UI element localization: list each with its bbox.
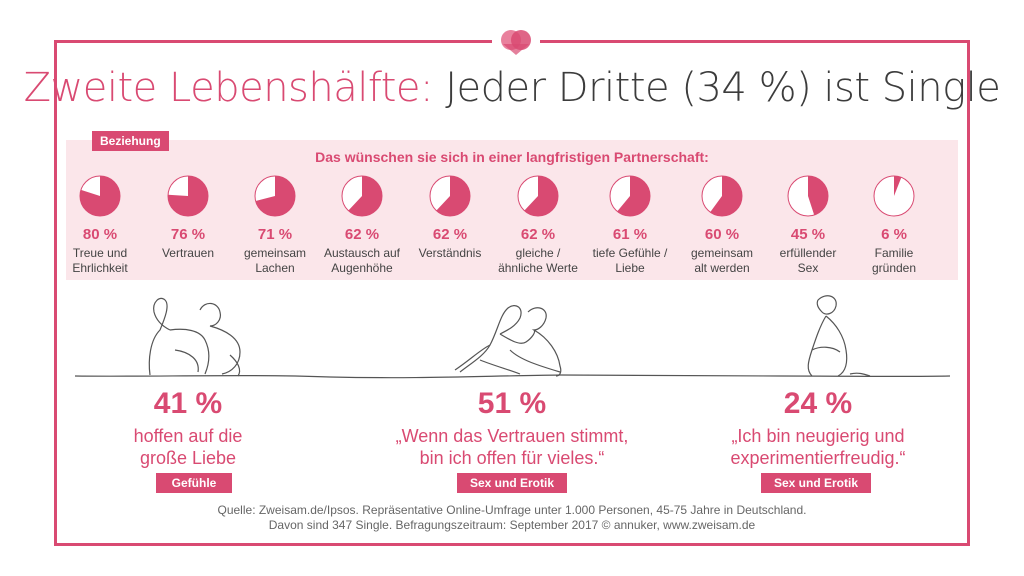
pie-percent-label: 76 %	[170, 226, 206, 243]
pie-category-label: Vertrauen	[143, 246, 233, 261]
pie-category-label: gemeinsam Lachen	[230, 246, 320, 276]
pie-chart	[873, 175, 915, 217]
pie-percent-label: 80 %	[82, 226, 118, 243]
pie-slice	[710, 176, 742, 216]
pie-item: 80 % Treue und Ehrlichkeit	[55, 174, 145, 276]
pie-slice	[808, 176, 828, 216]
pie-item: 60 % gemeinsam alt werden	[677, 174, 767, 276]
band-tag: Beziehung	[92, 131, 169, 151]
stat-2-line2: bin ich offen für vieles.“	[419, 448, 605, 468]
illustrations	[0, 290, 1024, 390]
pie-slice	[894, 176, 902, 196]
pie-percent-label: 62 %	[520, 226, 556, 243]
stat-3-caption: „Ich bin neugierig und experimentierfreu…	[668, 425, 968, 469]
pie-category-line: Sex	[797, 261, 819, 275]
pie-percent-label: 62 %	[432, 226, 468, 243]
pie-chart	[609, 175, 651, 217]
pie-percent-label: 71 %	[257, 226, 293, 243]
pie-chart	[701, 175, 743, 217]
pie-slice	[168, 176, 209, 216]
source-line2: Davon sind 347 Single. Befragungszeitrau…	[268, 518, 756, 532]
pie-chart-row: 80 % Treue und Ehrlichkeit 76 % Vertrauen 71 …	[70, 174, 954, 284]
pie-chart	[254, 175, 296, 217]
pie-slice	[348, 176, 383, 216]
pie-category-label: erfüllender Sex	[763, 246, 853, 276]
pie-percent-label: 6 %	[881, 226, 907, 243]
stat-1-percent: 41 %	[153, 387, 223, 420]
pie-category-line: tiefe Gefühle /	[592, 246, 668, 260]
pie-chart	[787, 175, 829, 217]
pie-percent-label: 61 %	[612, 226, 648, 243]
pie-category-line: ähnliche Werte	[498, 261, 578, 275]
pie-chart	[167, 175, 209, 217]
pie-item: 62 % Verständnis	[405, 174, 495, 261]
stat-2-line1: „Wenn das Vertrauen stimmt,	[395, 426, 629, 446]
pie-category-line: Verständnis	[418, 246, 482, 260]
stat-2-caption: „Wenn das Vertrauen stimmt, bin ich offe…	[362, 425, 662, 469]
pie-category-line: gemeinsam	[243, 246, 307, 260]
line-illustration-icon	[74, 295, 951, 379]
pie-slice	[617, 176, 650, 216]
pie-item: 71 % gemeinsam Lachen	[230, 174, 320, 276]
pie-percent-label: 45 %	[790, 226, 826, 243]
pie-chart	[79, 175, 121, 217]
stat-1-tag: Gefühle	[156, 473, 232, 493]
title-main: Jeder Dritte (34 %) ist Single	[445, 65, 1001, 111]
pie-category-label: Treue und Ehrlichkeit	[55, 246, 145, 276]
stat-1-line2: große Liebe	[139, 448, 237, 468]
pie-category-line: alt werden	[694, 261, 750, 275]
title-accent: Zweite Lebenshälfte:	[23, 65, 434, 111]
pie-item: 62 % gleiche / ähnliche Werte	[493, 174, 583, 276]
pie-category-label: gleiche / ähnliche Werte	[493, 246, 583, 276]
pie-category-label: Verständnis	[405, 246, 495, 261]
pie-category-line: Lachen	[255, 261, 295, 275]
stat-2-tag: Sex und Erotik	[457, 473, 567, 493]
band-heading: Das wünschen sie sich in einer langfrist…	[315, 149, 709, 165]
stat-3-line2: experimentierfreudig.“	[730, 448, 906, 468]
pie-slice	[80, 176, 121, 216]
pie-category-line: Ehrlichkeit	[72, 261, 128, 275]
page-title: Zweite Lebenshälfte: Jeder Dritte (34 %)…	[0, 62, 1024, 114]
pie-category-line: gemeinsam	[690, 246, 754, 260]
pie-category-label: gemeinsam alt werden	[677, 246, 767, 276]
pie-slice	[436, 176, 471, 216]
pie-category-line: gründen	[871, 261, 917, 275]
pie-category-line: Vertrauen	[161, 246, 215, 260]
pie-item: 61 % tiefe Gefühle / Liebe	[585, 174, 675, 276]
pie-chart	[517, 175, 559, 217]
pie-item: 76 % Vertrauen	[143, 174, 233, 261]
pie-item: 62 % Austausch auf Augenhöhe	[317, 174, 407, 276]
heart-logo-icon	[501, 30, 531, 55]
stat-3-percent: 24 %	[783, 387, 853, 420]
pie-item: 45 % erfüllender Sex	[763, 174, 853, 276]
pie-chart	[341, 175, 383, 217]
stat-3-tag: Sex und Erotik	[761, 473, 871, 493]
pie-category-line: Augenhöhe	[331, 261, 393, 275]
pie-category-line: Austausch auf	[323, 246, 401, 260]
pie-category-line: gleiche /	[515, 246, 561, 260]
source-note: Quelle: Zweisam.de/Ipsos. Repräsentative…	[0, 503, 1024, 533]
stat-1-caption: hoffen auf die große Liebe	[38, 425, 338, 469]
pie-percent-label: 60 %	[704, 226, 740, 243]
pie-chart	[429, 175, 471, 217]
stat-2-percent: 51 %	[477, 387, 547, 420]
pie-slice	[524, 176, 559, 216]
stat-1-line1: hoffen auf die	[133, 426, 243, 446]
pie-category-label: Familie gründen	[849, 246, 939, 276]
pie-item: 6 % Familie gründen	[849, 174, 939, 276]
source-line1: Quelle: Zweisam.de/Ipsos. Repräsentative…	[217, 503, 807, 517]
pie-category-line: Liebe	[615, 261, 645, 275]
pie-category-line: erfüllender	[779, 246, 837, 260]
pie-slice	[255, 176, 296, 216]
pie-percent-label: 62 %	[344, 226, 380, 243]
pie-category-label: tiefe Gefühle / Liebe	[585, 246, 675, 276]
stat-3-line1: „Ich bin neugierig und	[731, 426, 905, 446]
pie-category-line: Familie	[874, 246, 914, 260]
pie-category-label: Austausch auf Augenhöhe	[317, 246, 407, 276]
pie-category-line: Treue und	[72, 246, 128, 260]
